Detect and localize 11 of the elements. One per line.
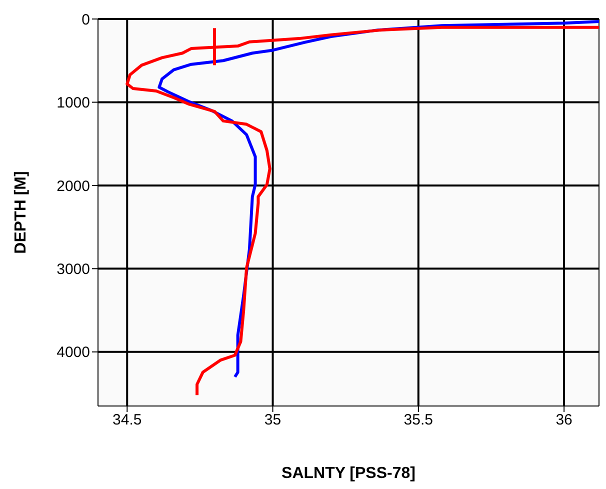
x-tick-label: 36 (556, 412, 572, 429)
x-tick-label: 34.5 (112, 412, 142, 429)
y-tick-label: 0 (82, 11, 90, 28)
y-tick-label: 2000 (56, 178, 90, 195)
x-tick-label: 35 (264, 412, 282, 429)
y-tick-label: 4000 (56, 344, 90, 362)
x-tick-label: 35.5 (404, 412, 434, 429)
y-axis-title: DEPTH [M] (12, 171, 30, 254)
y-tick-label: 1000 (56, 94, 90, 112)
y-tick-label: 3000 (56, 261, 90, 278)
x-axis-title: SALNTY [PSS-78] (282, 465, 416, 482)
